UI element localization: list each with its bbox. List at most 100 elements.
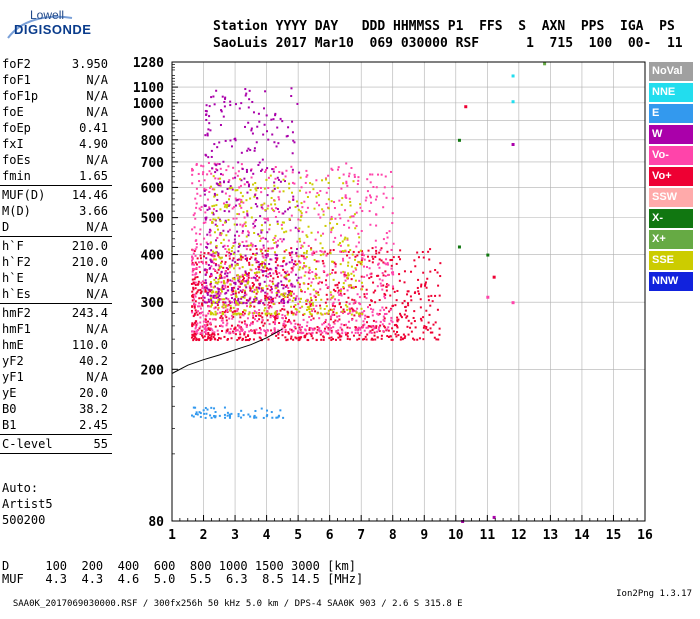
echo-point [326,252,329,255]
echo-point [198,327,201,330]
echo-point [336,222,339,225]
echo-point [219,277,222,280]
echo-point [215,164,218,167]
echo-point [349,216,352,219]
echo-point [346,254,349,257]
echo-point [301,331,304,334]
echo-point [226,338,229,341]
echo-point [212,332,215,335]
echo-point [292,262,295,265]
echo-point [258,161,261,164]
echo-point [213,194,216,197]
echo-point [295,295,298,298]
echo-point [212,267,215,270]
echo-point [332,338,335,341]
echo-point [236,198,239,201]
echo-point [207,333,210,336]
echo-point [332,301,335,304]
echo-point [305,324,308,327]
echo-point [196,413,199,416]
echo-point [241,231,244,234]
echo-point [390,316,393,319]
echo-point [282,178,285,181]
echo-point [267,268,270,271]
echo-point [258,300,261,303]
echo-point [219,288,222,291]
echo-point [234,189,237,192]
echo-point [351,310,354,313]
echo-point [224,284,227,287]
echo-point [425,309,428,312]
echo-point [312,288,315,291]
echo-point [359,203,362,206]
echo-point [337,299,340,302]
echo-point [337,291,340,294]
echo-point [377,173,380,176]
echo-point [238,326,241,329]
echo-point [217,264,220,267]
echo-point [198,312,201,315]
echo-point [244,292,247,295]
echo-point [237,170,240,173]
echo-point [210,299,213,302]
auto-label: Auto: [2,481,39,495]
echo-point [263,187,266,190]
echo-point [264,209,267,212]
echo-point [209,311,212,314]
echo-point [239,326,242,329]
param-row: h`E N/A [0,270,112,286]
echo-point [282,294,285,297]
echo-point [330,200,333,203]
echo-point [220,290,223,293]
echo-point [219,273,222,276]
echo-point [305,303,308,306]
echo-point [287,208,290,211]
x-tick-label: 8 [389,528,397,543]
echo-point [207,128,210,131]
echo-point [214,416,217,419]
echo-point [219,219,222,222]
echo-point [210,406,213,409]
echo-point [209,241,212,244]
echo-point [366,315,369,318]
echo-point-isolated [511,143,515,147]
echo-point [251,264,254,267]
echo-point [381,288,384,291]
echo-point [193,332,196,335]
echo-point [354,300,357,303]
echo-point [294,297,297,300]
echo-point [291,285,294,288]
echo-point [250,127,253,130]
echo-point [221,311,224,314]
echo-point [274,215,277,218]
echo-point [241,225,244,228]
echo-point [253,330,256,333]
echo-point [195,187,198,190]
echo-point [398,273,401,276]
echo-point [241,275,244,278]
echo-point [250,176,253,179]
echo-point [269,289,272,292]
param-name: foEs [2,153,31,167]
echo-point [221,286,224,289]
echo-point [315,179,318,182]
echo-point [253,329,256,332]
echo-point [217,308,220,311]
echo-point [197,305,200,308]
echo-point [225,324,228,327]
echo-point [246,214,249,217]
echo-point [240,200,243,203]
echo-point [321,331,324,334]
echo-point [354,285,357,288]
echo-point [253,149,256,152]
echo-point [390,264,393,267]
legend-item-noval: NoVal [649,62,693,81]
param-value: 14.46 [71,188,108,202]
echo-point [233,223,236,226]
echo-point [278,312,281,315]
echo-point [229,139,232,142]
echo-point [232,286,235,289]
echo-point [224,306,227,309]
echo-point [207,328,210,331]
echo-point [210,96,213,99]
